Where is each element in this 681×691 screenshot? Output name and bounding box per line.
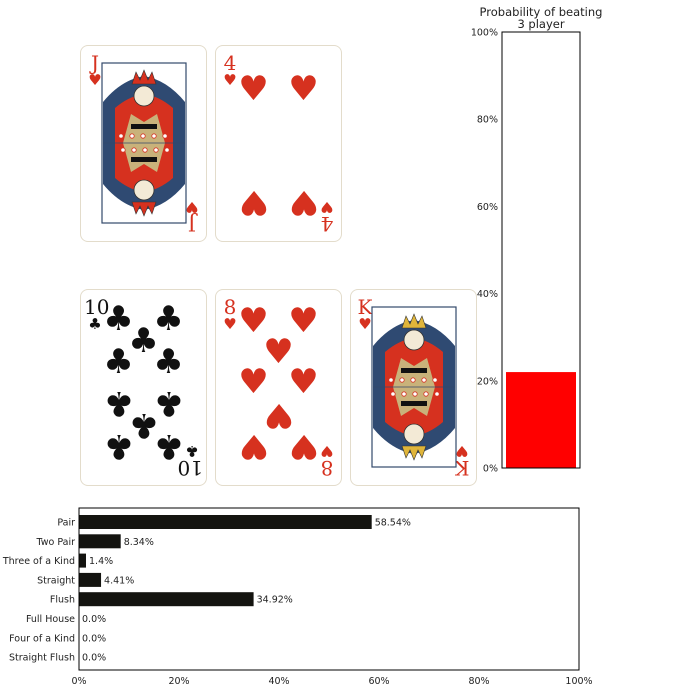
category-label: Straight [37, 575, 75, 586]
hand-probability-bar [79, 534, 121, 549]
card-suit-icon: ♥ [223, 71, 237, 89]
probability-bar [506, 372, 576, 468]
jack-figure-icon [101, 62, 187, 224]
suit-pip-icon: ♣ [128, 320, 159, 361]
card-four-of-hearts: 4 ♥ 4 ♥ ♥ ♥ ♥ ♥ [215, 45, 342, 242]
category-label: Straight Flush [9, 653, 75, 664]
bar-value-label: 8.34% [124, 537, 154, 548]
suit-pip-icon: ♣ [153, 426, 184, 466]
suit-pip-icon: ♥ [238, 68, 269, 109]
card-ten-of-clubs: 10 ♣ 10 ♣ ♣ ♣ ♣ ♣ ♣ ♣ ♣ ♣ ♣ ♣ [80, 289, 207, 486]
bar-value-label: 58.54% [375, 518, 411, 529]
suit-pip-icon: ♥ [238, 182, 269, 222]
hand-probability-bar [79, 553, 86, 568]
hand-distribution-chart: Pair 58.54% Two Pair 8.34% Three of a Kind 1.… [2, 507, 593, 687]
suit-pip-icon: ♥ [238, 361, 269, 402]
card-corner-index: 10 ♣ [84, 295, 110, 333]
suit-pip-icon: ♥ [288, 301, 319, 342]
y-tick-label: 100% [471, 28, 498, 39]
card-suit-icon: ♥ [358, 315, 372, 333]
card-rank: J [90, 51, 100, 75]
category-label: Three of a Kind [2, 556, 75, 567]
card-suit-icon: ♥ [223, 315, 237, 333]
bar-value-label: 0.0% [82, 614, 106, 625]
bar-value-label: 34.92% [257, 595, 293, 606]
suit-pip-icon: ♣ [153, 299, 184, 340]
bar-value-label: 4.41% [104, 575, 134, 586]
suit-pip-icon: ♥ [288, 182, 319, 222]
card-corner-index: J ♥ [84, 53, 106, 88]
y-tick-label: 20% [477, 376, 498, 387]
category-label: Full House [26, 614, 75, 625]
y-tick-label: 80% [477, 115, 498, 126]
card-king-of-hearts: K ♥ K ♥ [350, 289, 477, 486]
card-suit-icon: ♥ [88, 71, 102, 89]
category-label: Four of a Kind [9, 633, 75, 644]
card-jack-of-hearts: J ♥ J ♥ [80, 45, 207, 242]
category-label: Two Pair [35, 537, 75, 548]
card-rank: K [357, 295, 373, 319]
card-corner-index: 4 ♥ [219, 53, 241, 88]
card-rank: 4 [223, 51, 237, 75]
card-corner-index: 8 ♥ [219, 297, 241, 332]
suit-pip-icon: ♥ [288, 68, 319, 109]
hand-probability-bar [79, 515, 372, 529]
card-eight-of-hearts: 8 ♥ 8 ♥ ♥ ♥ ♥ ♥ ♥ ♥ ♥ ♥ [215, 289, 342, 486]
plot-frame [501, 31, 581, 469]
suit-pip-icon: ♣ [153, 342, 184, 383]
suit-pip-icon: ♣ [103, 299, 134, 340]
card-rank: 10 [84, 295, 110, 319]
card-corner-index: K ♥ [354, 297, 376, 332]
probability-chart: Probability of beating 3 player 0% 20% 40%… [471, 5, 603, 475]
hand-probability-bar [79, 592, 254, 607]
suit-pip-icon: ♥ [288, 426, 319, 466]
bar-value-label: 1.4% [89, 556, 113, 567]
king-figure-icon [371, 306, 457, 468]
category-label: Flush [50, 595, 75, 606]
x-tick-label: 100% [565, 676, 592, 687]
x-tick-label: 60% [368, 676, 389, 687]
chart-title-line-2: 3 player [517, 17, 564, 31]
x-tick-label: 20% [168, 676, 189, 687]
suit-pip-icon: ♥ [238, 301, 269, 342]
card-suit-icon: ♣ [88, 315, 102, 333]
plot-frame [78, 507, 580, 671]
suit-pip-icon: ♥ [288, 361, 319, 402]
suit-pip-icon: ♥ [263, 332, 294, 373]
x-tick-label: 40% [268, 676, 289, 687]
category-label: Pair [57, 518, 75, 529]
hand-probability-bar [79, 572, 102, 587]
card-rank: 8 [223, 295, 237, 319]
suit-pip-icon: ♣ [103, 342, 134, 383]
suit-pip-icon: ♥ [238, 426, 269, 466]
x-tick-label: 0% [71, 676, 86, 687]
x-tick-label: 80% [468, 676, 489, 687]
y-tick-label: 60% [477, 202, 498, 213]
bar-value-label: 0.0% [82, 633, 106, 644]
chart-title-line-1: Probability of beating [480, 5, 603, 19]
y-tick-label: 40% [477, 289, 498, 300]
suit-pip-icon: ♣ [103, 426, 134, 466]
bar-value-label: 0.0% [82, 653, 106, 664]
y-tick-label: 0% [483, 464, 498, 475]
